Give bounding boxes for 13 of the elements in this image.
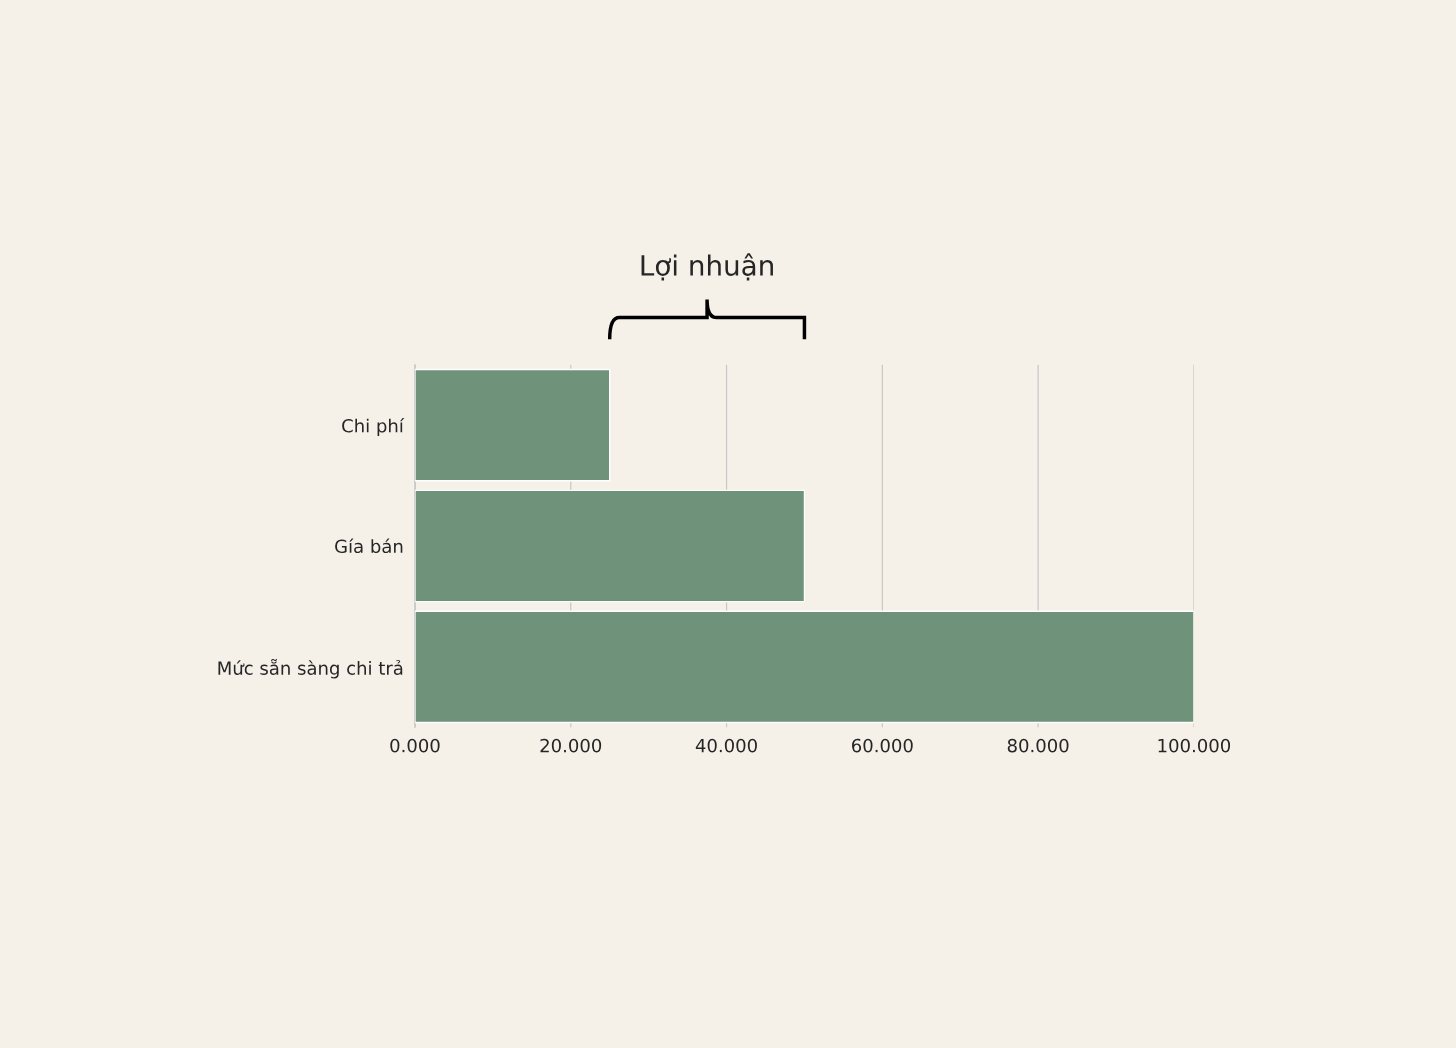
y-tick-label: Chi phí (342, 417, 405, 437)
bar (414, 368, 611, 482)
y-tick-label: Gía bán (335, 538, 403, 554)
x-tick-label: 40.000 (695, 738, 757, 753)
x-tick-label: 0.000 (390, 738, 440, 753)
bar (414, 610, 1194, 724)
bar (414, 489, 806, 603)
y-tick-label: Mức sẵn sàng chi trả (218, 659, 403, 679)
x-tick-label: 60.000 (852, 738, 913, 753)
x-tick-label: 20.000 (540, 738, 602, 753)
text: Lợi nhuận (641, 253, 773, 281)
x-tick-label: 100.000 (1158, 738, 1231, 753)
x-tick-label: 80.000 (1007, 738, 1069, 753)
